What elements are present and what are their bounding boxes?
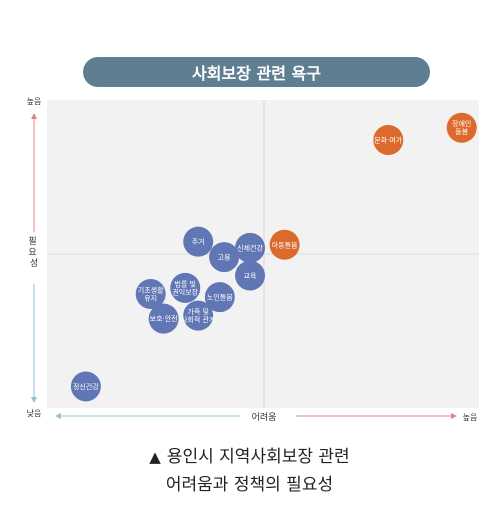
data-point-4 (183, 226, 214, 257)
data-label-11: 보호·안전 (150, 314, 178, 323)
data-point-0 (446, 112, 477, 143)
x-high-label: 높음 (463, 413, 478, 422)
data-label-4: 주거 (192, 237, 205, 246)
x-axis-title: 어려움 (252, 412, 277, 423)
data-point-10 (183, 300, 214, 331)
data-label-5: 고용 (218, 254, 231, 262)
data-label-9: 기초생활 유지 (138, 286, 164, 303)
data-label-6: 교육 (244, 272, 257, 280)
data-point-8 (204, 282, 235, 313)
data-label-1: 문화·여가 (374, 136, 403, 145)
data-label-3: 신체건강 (237, 243, 263, 252)
data-label-7: 법률 및 권익보장 (172, 279, 198, 296)
chart-title: 사회보장 관련 욕구 (83, 57, 430, 87)
data-point-12 (70, 371, 101, 402)
y-axis-title: 필 요 성 (28, 235, 39, 269)
data-point-11 (148, 303, 179, 334)
data-point-5 (209, 242, 240, 273)
data-point-9 (135, 279, 166, 310)
y-high-label: 높음 (27, 97, 42, 106)
data-label-10: 가족 및 사회적 관계 (181, 307, 215, 324)
caption-text-1: 용인시 지역사회보장 관련 (166, 447, 350, 467)
caption-line-1: ▲ 용인시 지역사회보장 관련 (0, 442, 499, 467)
y-low-label: 낮음 (27, 408, 42, 418)
data-point-3 (235, 232, 266, 263)
data-label-8: 노인돌봄 (207, 293, 233, 302)
data-point-2 (269, 229, 300, 260)
data-point-7 (170, 272, 201, 303)
triangle-icon: ▲ (149, 448, 161, 466)
data-label-0: 장애인 돌봄 (452, 119, 471, 136)
caption-line-2: 어려움과 정책의 필요성 (165, 475, 334, 495)
data-point-1 (373, 125, 404, 156)
data-label-12: 정신건강 (73, 382, 99, 391)
data-point-6 (235, 260, 266, 291)
data-label-2: 아동돌봄 (272, 240, 298, 249)
